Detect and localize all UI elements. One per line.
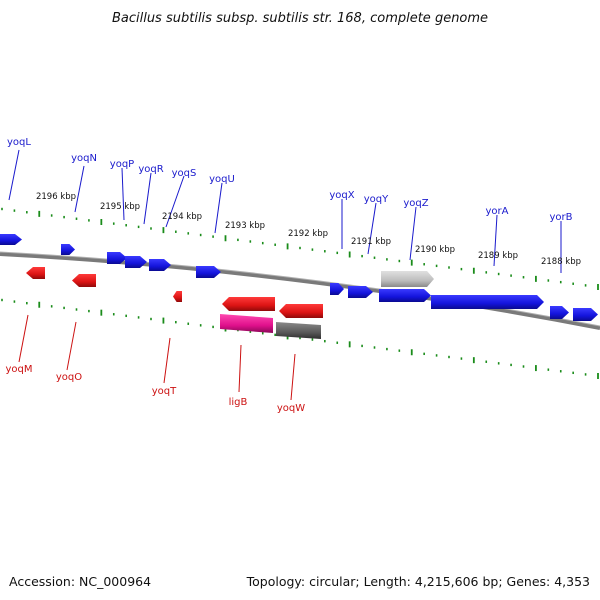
scale-label: 2196 kbp [36, 192, 76, 202]
forward-leader-line [493, 214, 498, 267]
forward-leader-line [121, 167, 125, 221]
gap-feature-block[interactable] [276, 322, 321, 339]
forward-gene-arrow[interactable] [348, 286, 373, 298]
forward-gene-label[interactable]: yorA [486, 206, 509, 217]
forward-gene-arrow[interactable] [379, 289, 431, 302]
reverse-leader-line [66, 321, 77, 371]
scale-label: 2192 kbp [288, 229, 328, 239]
forward-gene-arrow[interactable] [550, 306, 569, 319]
reverse-gene-arrow[interactable] [26, 267, 45, 279]
forward-gene-label[interactable]: yoqS [172, 168, 197, 179]
reverse-gene-label[interactable]: yoqW [277, 403, 305, 414]
forward-gene-label[interactable]: yoqX [329, 190, 354, 201]
forward-leader-line [409, 206, 417, 261]
scale-label: 2189 kbp [478, 251, 518, 261]
scale-label: 2195 kbp [100, 202, 140, 212]
forward-gene-label[interactable]: yoqR [138, 164, 163, 175]
reverse-leader-line [163, 337, 171, 384]
reverse-gene-arrow[interactable] [222, 297, 275, 311]
reverse-gene-arrow[interactable] [173, 291, 182, 302]
scale-labels: 2196 kbp 2195 kbp 2194 kbp 2193 kbp 2192 kbp… [36, 192, 581, 267]
forward-gene-arrow[interactable] [431, 295, 544, 309]
forward-gene-arrow[interactable] [0, 234, 22, 245]
label-leader-lines [8, 149, 562, 401]
reverse-leader-line [290, 353, 296, 401]
forward-leader-line [8, 149, 20, 201]
scale-ticks-top [1, 207, 599, 290]
forward-gene-label[interactable]: yoqL [7, 137, 31, 148]
pseudo-gene-arrow[interactable] [381, 271, 434, 287]
forward-gene-arrow[interactable] [196, 266, 221, 278]
reverse-gene-label[interactable]: yoqM [5, 364, 32, 375]
reverse-gene-label[interactable]: ligB [229, 397, 248, 408]
scale-label: 2188 kbp [541, 257, 581, 267]
forward-gene-arrow[interactable] [125, 256, 147, 268]
scale-label: 2193 kbp [225, 221, 265, 231]
forward-gene-label[interactable]: yoqZ [403, 198, 428, 209]
topology-text: Topology: circular; Length: 4,215,606 bp… [246, 574, 590, 589]
reverse-gene-arrow[interactable] [279, 304, 323, 318]
gene-labels: yoqL yoqN yoqP yoqR yoqS yoqU yoqX yoqY yoqZ yorA… [5, 137, 572, 414]
forward-gene-arrow[interactable] [330, 283, 344, 295]
forward-leader-line [214, 182, 223, 234]
gene-features [0, 234, 598, 339]
forward-gene-arrow[interactable] [107, 252, 127, 264]
forward-gene-label[interactable]: yoqN [71, 153, 97, 164]
forward-gene-label[interactable]: yorB [549, 212, 572, 223]
scale-label: 2190 kbp [415, 245, 455, 255]
genome-backbone [0, 252, 600, 330]
forward-leader-line [165, 175, 185, 228]
map-title: Bacillus subtilis subsp. subtilis str. 1… [112, 11, 488, 26]
forward-gene-arrow[interactable] [149, 259, 171, 271]
scale-label: 2191 kbp [351, 237, 391, 247]
forward-leader-line [143, 172, 152, 225]
forward-gene-arrow[interactable] [573, 308, 598, 321]
forward-gene-label[interactable]: yoqU [209, 174, 235, 185]
scale-label: 2194 kbp [162, 212, 202, 222]
reverse-leader-line [238, 344, 242, 393]
forward-gene-label[interactable]: yoqP [110, 159, 134, 170]
reverse-gene-arrow[interactable] [72, 274, 96, 287]
forward-leader-line [74, 165, 85, 213]
reverse-gene-label[interactable]: yoqT [152, 386, 177, 397]
reverse-leader-line [18, 314, 29, 363]
reverse-gene-label[interactable]: yoqO [56, 372, 82, 383]
forward-gene-label[interactable]: yoqY [364, 194, 389, 205]
forward-gene-arrow[interactable] [61, 244, 75, 255]
rna-feature-block[interactable] [220, 314, 273, 333]
accession-text: Accession: NC_000964 [9, 574, 151, 589]
forward-leader-line [367, 202, 377, 255]
